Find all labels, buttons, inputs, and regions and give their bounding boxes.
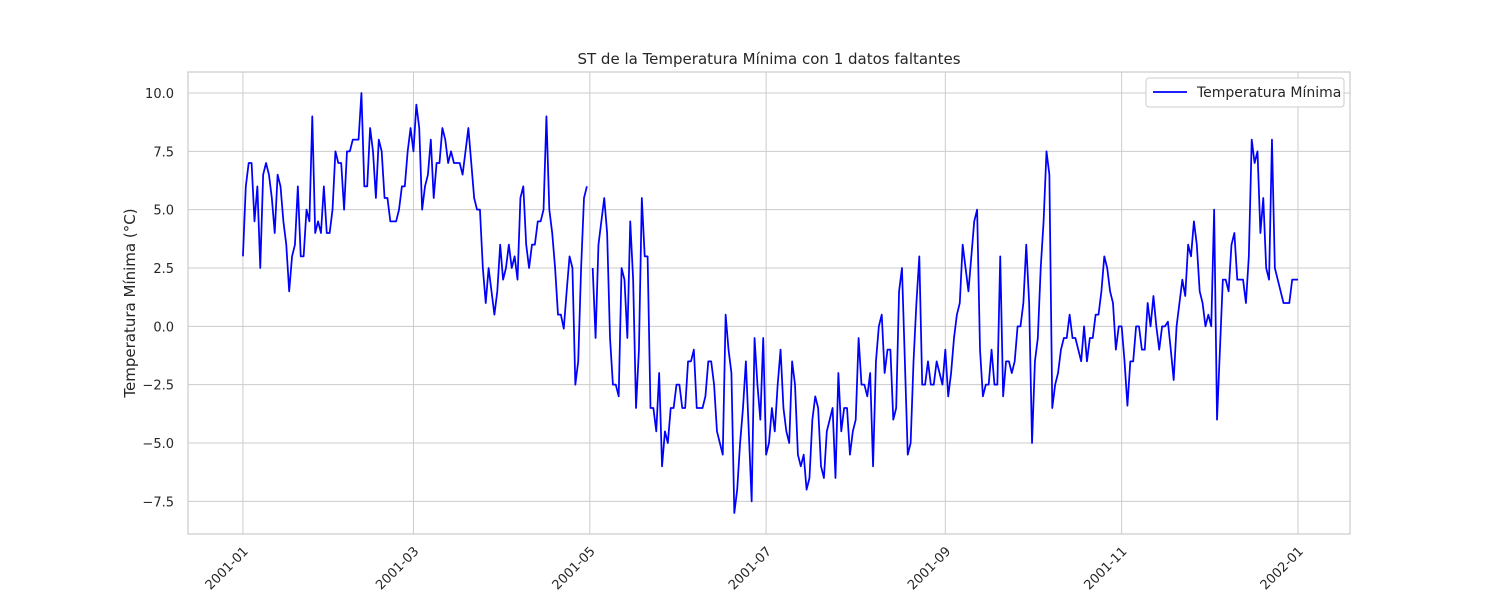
legend: Temperatura Mínima bbox=[1145, 77, 1345, 108]
y-axis-ticks: 10.0 7.5 5.0 2.5 0.0 −2.5 −5.0 −7.5 bbox=[142, 87, 174, 510]
y-tick-label: −5.0 bbox=[142, 437, 174, 452]
y-tick-label: −7.5 bbox=[142, 495, 174, 510]
series-layer bbox=[242, 92, 1298, 514]
y-tick-label: 7.5 bbox=[153, 145, 174, 160]
y-tick-label: 0.0 bbox=[153, 320, 174, 335]
grid bbox=[188, 72, 1350, 534]
legend-box bbox=[1145, 77, 1345, 108]
legend-label: Temperatura Mínima bbox=[1196, 85, 1341, 101]
y-tick-label: 2.5 bbox=[153, 262, 174, 277]
y-tick-label: 5.0 bbox=[153, 204, 174, 219]
series-line bbox=[242, 92, 1298, 514]
chart-title: ST de la Temperatura Mínima con 1 datos … bbox=[577, 50, 960, 68]
y-axis-label: Temperatura Mínima (°C) bbox=[121, 208, 139, 398]
plot-frame bbox=[187, 71, 1351, 535]
y-tick-label: 10.0 bbox=[145, 87, 174, 102]
y-tick-label: −2.5 bbox=[142, 379, 174, 394]
